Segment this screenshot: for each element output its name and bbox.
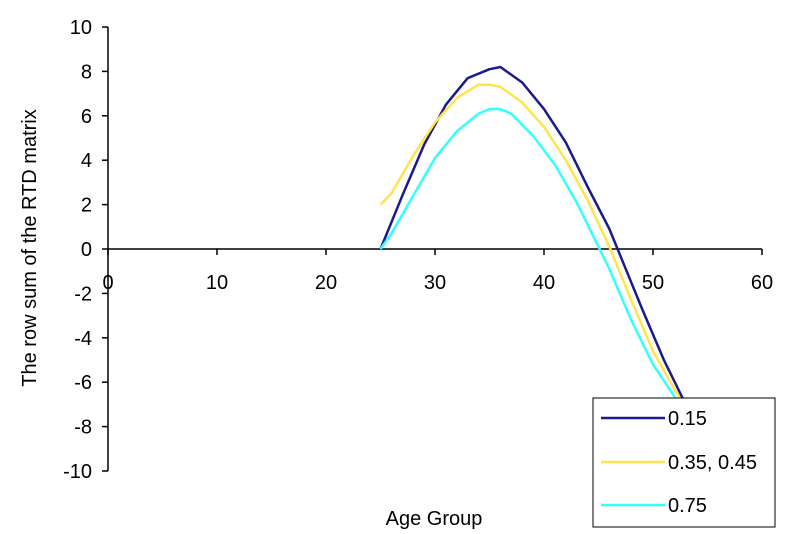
x-tick-label: 60 (751, 272, 773, 294)
legend-label: 0.35, 0.45 (668, 452, 757, 474)
y-tick-label: 8 (81, 61, 92, 83)
x-tick-label: 30 (424, 272, 446, 294)
legend-label: 0.15 (668, 408, 707, 430)
x-tick-label: 40 (533, 272, 555, 294)
y-axis-title: The row sum of the RTD matrix (19, 109, 41, 386)
y-tick-label: 0 (81, 239, 92, 261)
y-tick-label: 10 (70, 17, 92, 39)
y-tick-label: 4 (81, 150, 92, 172)
y-tick-group: 10 8 6 4 2 0 -2 -4 -6 -8 -10 (63, 17, 108, 483)
x-axis-title: Age Group (386, 508, 483, 530)
x-tick-label: 50 (642, 272, 664, 294)
y-tick-label: 6 (81, 106, 92, 128)
series-line-3 (379, 107, 687, 414)
x-tick-label: 20 (315, 272, 337, 294)
x-tick-group: 0 10 20 30 40 50 60 (102, 249, 773, 294)
x-tick-label: 10 (206, 272, 228, 294)
y-tick-label: -4 (74, 328, 92, 350)
y-tick-label: 2 (81, 195, 92, 217)
series-line-2 (379, 83, 687, 410)
legend-label: 0.75 (668, 495, 707, 517)
legend: 0.15 0.35, 0.45 0.75 (592, 397, 776, 528)
y-tick-label: -8 (74, 417, 92, 439)
y-tick-label: -10 (63, 461, 92, 483)
series-line-1 (379, 65, 687, 405)
series-group (379, 65, 687, 414)
y-tick-label: -2 (74, 283, 92, 305)
y-tick-label: -6 (74, 372, 92, 394)
x-tick-label: 0 (102, 272, 113, 294)
